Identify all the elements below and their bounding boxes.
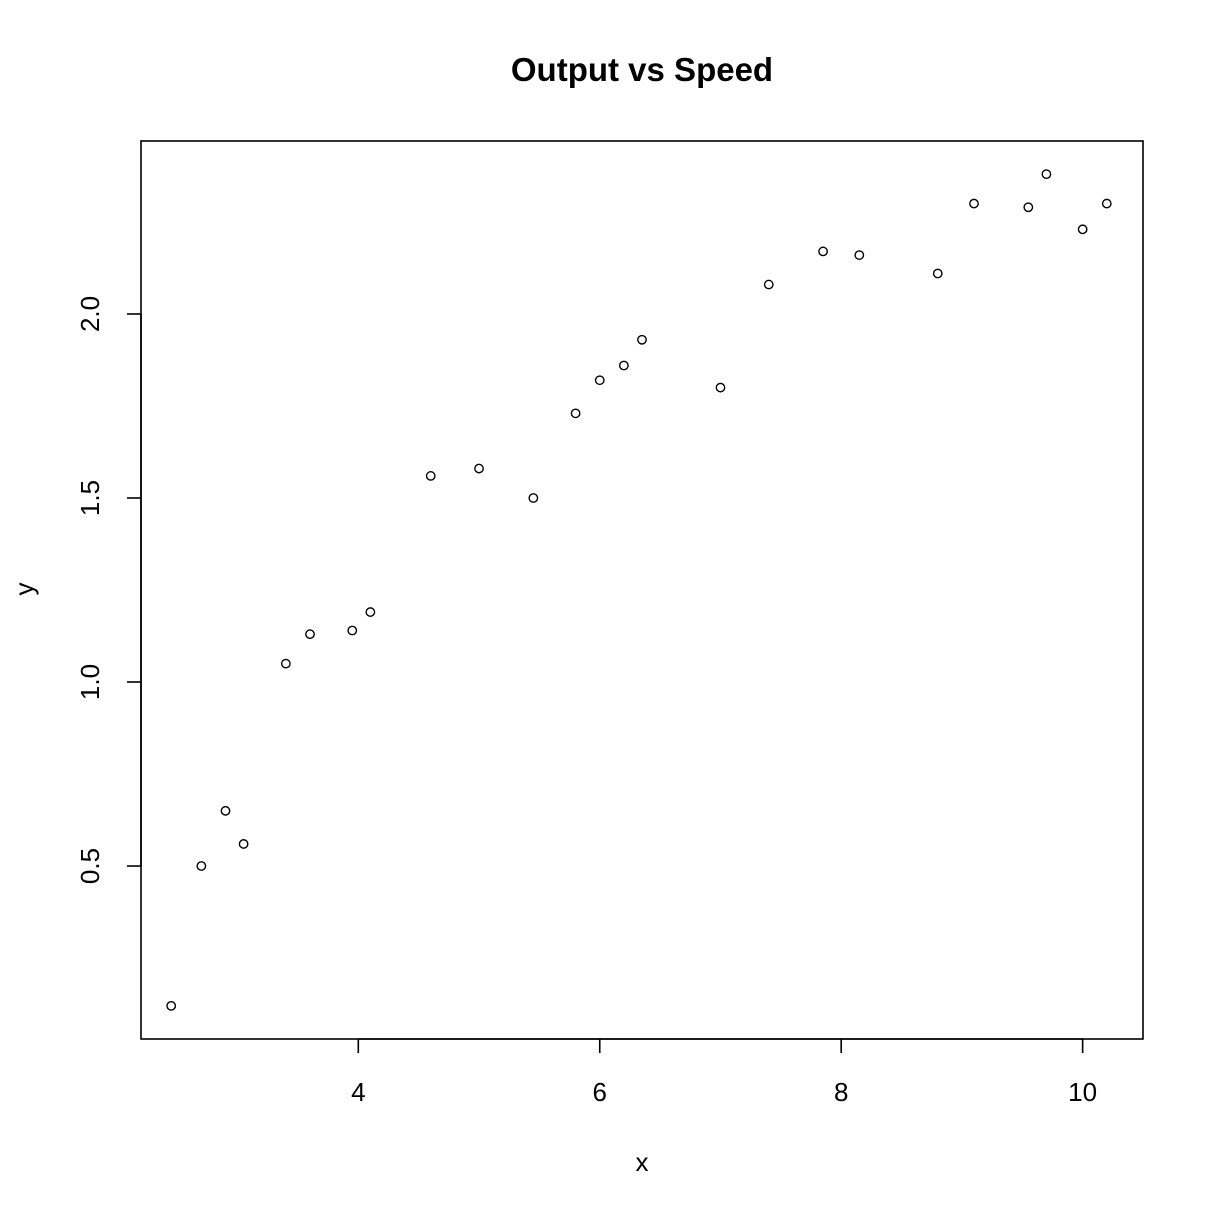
data-point [425,471,436,481]
data-point [196,861,207,871]
data-point [280,658,291,669]
data-point [715,382,726,393]
y-tick-label: 1.0 [75,664,105,700]
chart-title: Output vs Speed [511,51,773,88]
x-tick-label: 6 [593,1077,607,1107]
y-tick-label: 1.5 [75,480,105,516]
x-tick-label: 10 [1068,1077,1097,1107]
data-point [932,268,943,279]
data-point [818,246,828,257]
data-point [1041,169,1052,180]
data-point [474,463,484,474]
y-axis: 0.5 1.0 1.5 2.0 [75,296,142,884]
x-axis: 4 6 8 10 [351,1038,1097,1107]
data-point [618,360,629,371]
y-tick-label: 0.5 [75,848,105,884]
data-point [220,805,231,816]
data-point [365,607,376,617]
data-point [594,375,605,386]
data-point [854,250,865,260]
data-point [763,279,774,290]
data-point [1101,198,1112,209]
x-tick-label: 8 [834,1077,848,1107]
data-point [528,493,539,503]
data-point [347,625,358,636]
data-points [166,169,1112,1011]
data-point [238,839,249,849]
x-axis-title: x [636,1147,649,1177]
data-point [1077,224,1088,235]
x-tick-label: 4 [351,1077,365,1107]
data-point [166,1000,177,1011]
y-tick-label: 2.0 [75,296,105,332]
data-point [637,334,647,345]
data-point [570,408,581,419]
data-point [1023,202,1034,213]
y-axis-title: y [9,583,39,596]
data-point [969,198,979,209]
data-point [305,629,315,640]
